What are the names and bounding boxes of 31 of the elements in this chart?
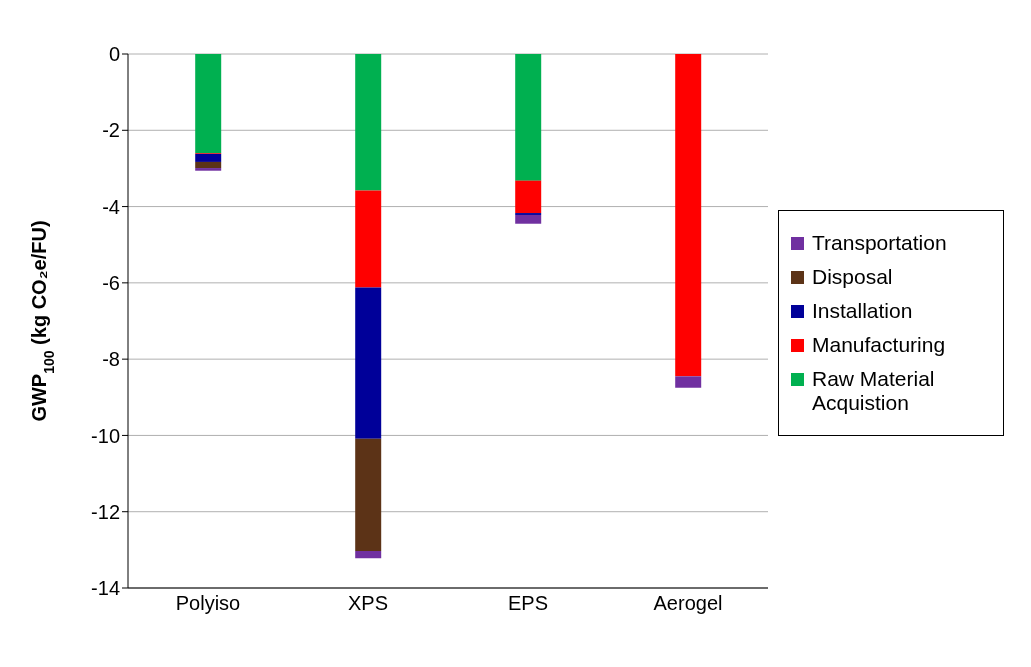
y-tick-label: -2 bbox=[102, 119, 120, 142]
bar bbox=[355, 438, 382, 551]
bar bbox=[195, 54, 222, 154]
legend-label: Transportation bbox=[812, 231, 947, 255]
bar bbox=[675, 54, 702, 377]
y-tick-label: 0 bbox=[108, 43, 120, 66]
bar bbox=[355, 54, 382, 191]
legend-label: Installation bbox=[812, 299, 913, 323]
bar bbox=[515, 180, 542, 214]
bar bbox=[195, 153, 222, 162]
y-tick-label: -6 bbox=[102, 271, 120, 294]
x-tick-label: XPS bbox=[347, 592, 389, 615]
bar bbox=[195, 168, 222, 171]
x-tick-label: Aerogel bbox=[653, 592, 723, 615]
y-tick-label: -10 bbox=[91, 424, 120, 447]
legend-label: Raw Material Acquistion bbox=[812, 367, 936, 415]
legend-label: Disposal bbox=[812, 265, 893, 289]
bar bbox=[355, 287, 382, 439]
legend-label: Manufacturing bbox=[812, 333, 946, 357]
y-tick-label: -14 bbox=[91, 577, 120, 600]
y-tick-label: -8 bbox=[102, 348, 120, 371]
x-tick-label: Polyiso bbox=[175, 592, 241, 615]
bar bbox=[195, 161, 222, 169]
x-tick-label: EPS bbox=[507, 592, 549, 615]
bar bbox=[515, 54, 542, 181]
bar bbox=[355, 190, 382, 288]
bar bbox=[515, 214, 542, 224]
bar bbox=[355, 551, 382, 559]
y-tick-label: -12 bbox=[91, 500, 120, 523]
bar bbox=[675, 376, 702, 388]
y-tick-label: -4 bbox=[102, 195, 120, 218]
